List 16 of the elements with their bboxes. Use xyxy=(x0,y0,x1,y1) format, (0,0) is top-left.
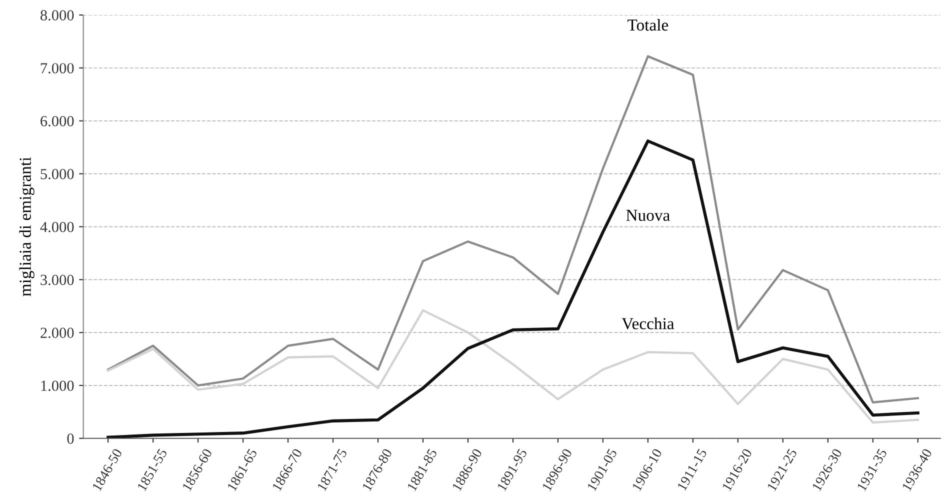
y-tick-label: 7.000 xyxy=(40,63,74,74)
series-label: Totale xyxy=(628,18,668,31)
y-tick-label: 3.000 xyxy=(40,274,74,286)
y-tick-label: 0 xyxy=(67,434,74,444)
y-tick-label: 5.000 xyxy=(40,168,74,180)
line-series xyxy=(106,55,919,404)
y-tick-label: 6.000 xyxy=(40,116,74,126)
y-tick-label: 8.000 xyxy=(40,10,74,21)
series-label: Vecchia xyxy=(622,318,674,330)
y-tick-label: 4.000 xyxy=(40,222,74,232)
y-tick-label: 2.000 xyxy=(40,328,74,338)
y-axis-title: migliaia di emigranti xyxy=(19,157,34,296)
y-tick-label: 1.000 xyxy=(41,380,74,391)
line-series xyxy=(106,139,920,438)
line-series xyxy=(106,309,919,424)
series-label: Nuova xyxy=(626,210,670,221)
